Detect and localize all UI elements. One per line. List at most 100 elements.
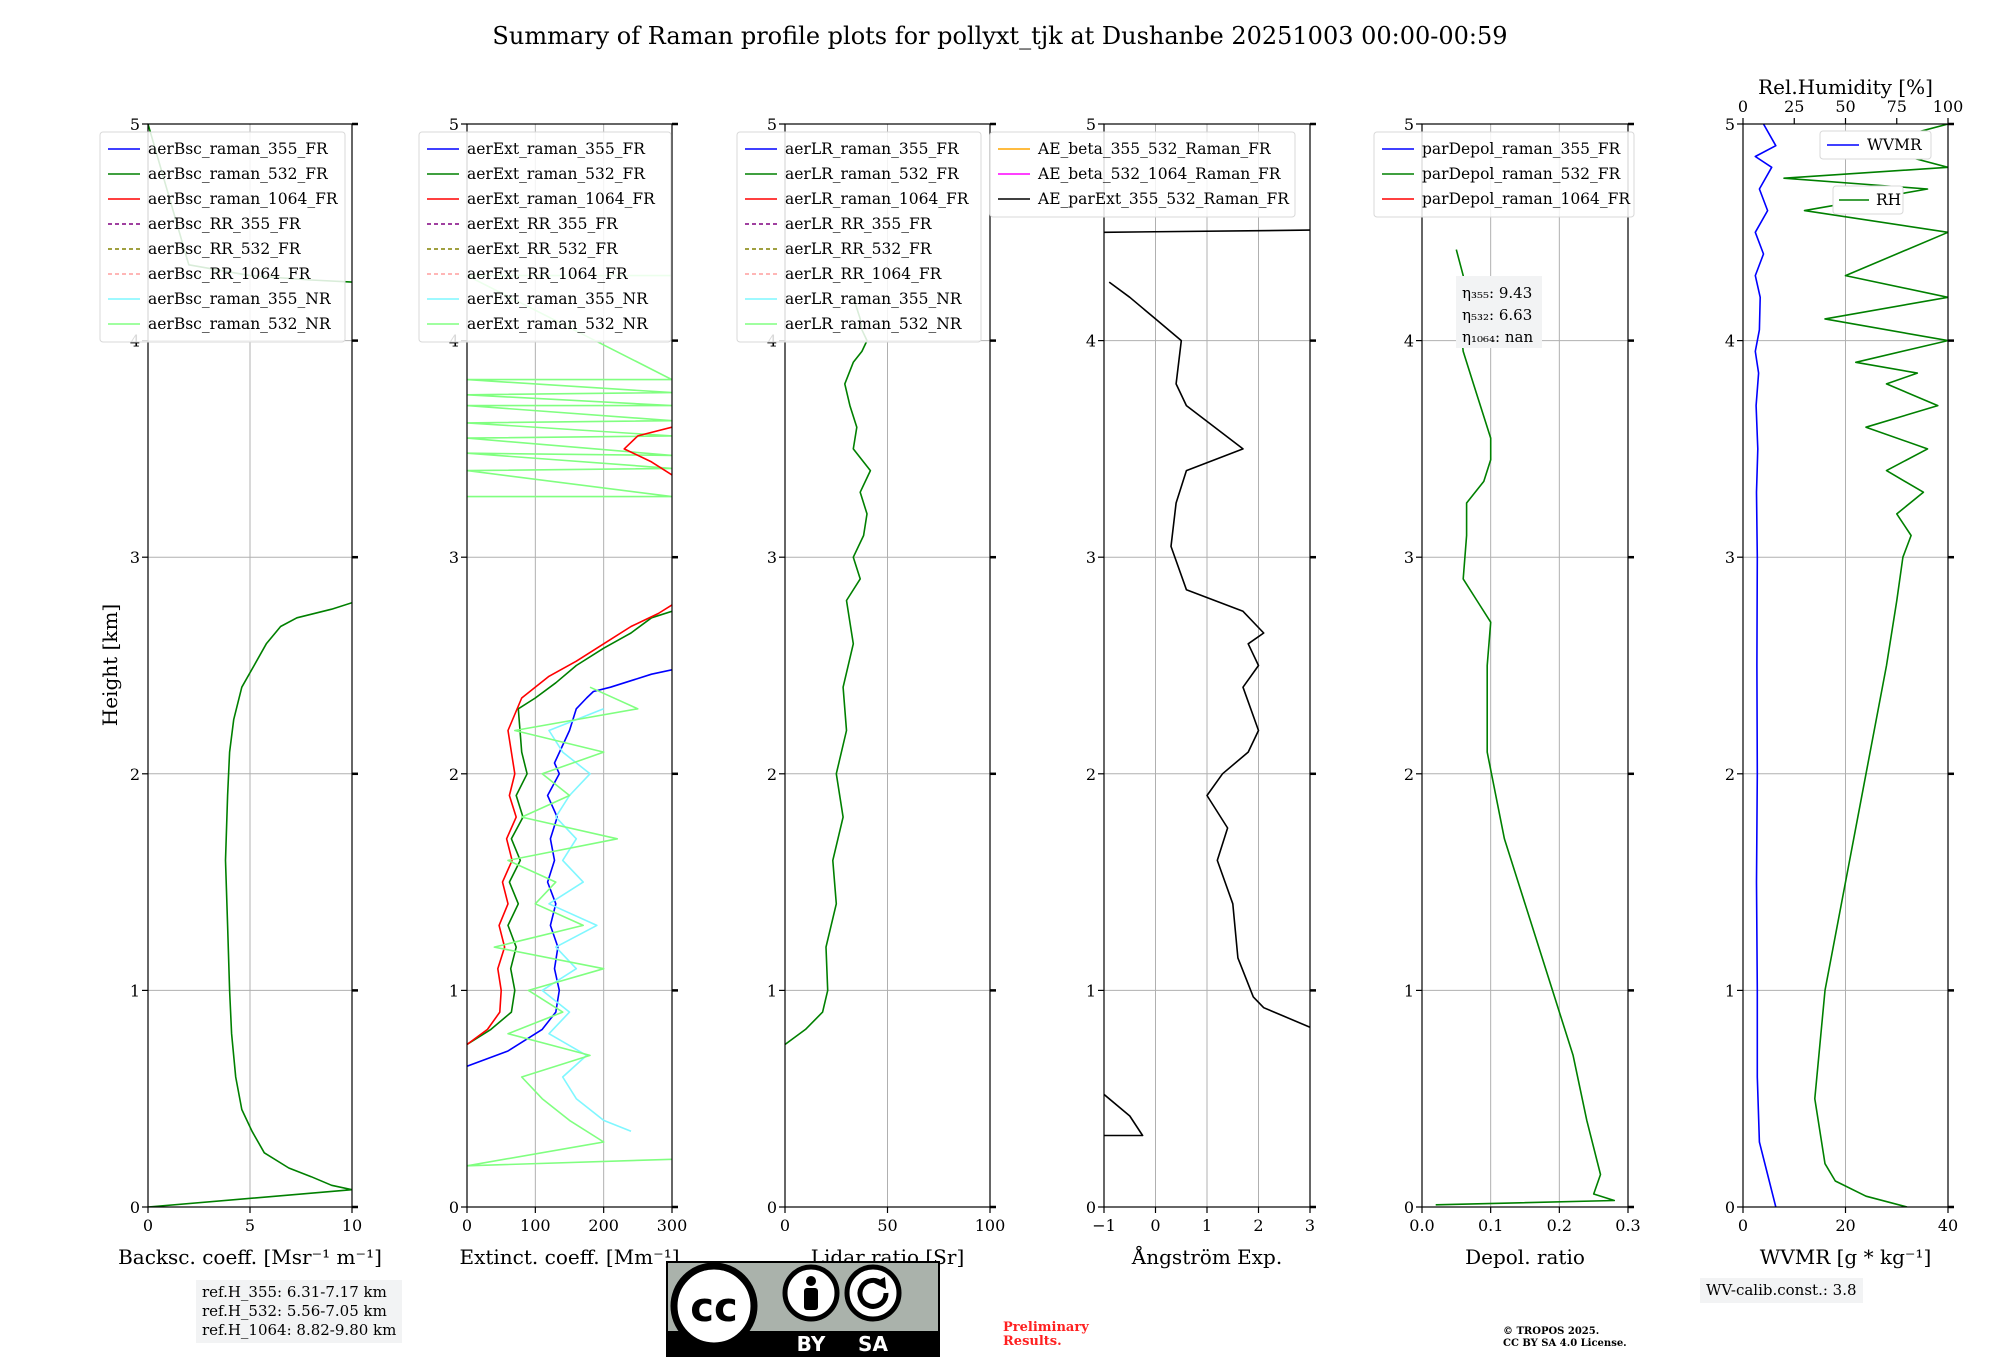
y-tick-label: 3	[1086, 548, 1096, 567]
x-tick-label: 1	[1202, 1216, 1212, 1235]
figure-title: Summary of Raman profile plots for polly…	[492, 22, 1508, 50]
x-tick-label: 2	[1253, 1216, 1263, 1235]
x-axis-label: Depol. ratio	[1465, 1245, 1585, 1269]
cc-by-label: BY	[797, 1332, 826, 1356]
x-axis-label: Backsc. coeff. [Msr⁻¹ m⁻¹]	[118, 1245, 382, 1269]
legend-rh: RH	[1832, 185, 1904, 215]
sa-arrow-head	[874, 1277, 886, 1289]
y-tick-label: 1	[767, 981, 777, 1000]
annotation-box	[1456, 276, 1542, 348]
legend-entry: RH	[1876, 191, 1901, 209]
y-tick-label: 1	[1086, 981, 1096, 1000]
x-axis-label: Ångström Exp.	[1131, 1244, 1282, 1269]
y-tick-label: 0	[449, 1198, 459, 1217]
y-tick-label: 5	[130, 115, 140, 134]
y-tick-label: 0	[767, 1198, 777, 1217]
top-x-tick-label: 25	[1784, 97, 1804, 116]
x-tick-label: 0.0	[1409, 1216, 1434, 1235]
axes-frame	[466, 123, 673, 1208]
y-tick-label: 4	[1404, 332, 1414, 351]
copyright-line-2: CC BY SA 4.0 License.	[1503, 1338, 1627, 1349]
legend-entry: parDepol_raman_355_FR	[1422, 140, 1622, 158]
legend-wvmr: WVMR	[1819, 130, 1932, 160]
legend-entry: aerLR_raman_355_FR	[785, 140, 960, 158]
legend-entry: aerBsc_RR_1064_FR	[148, 265, 312, 283]
x-axis-label: WVMR [g * kg⁻¹]	[1760, 1245, 1932, 1269]
top-axis-label: Rel.Humidity [%]	[1758, 75, 1933, 99]
x-tick-label: 0.1	[1478, 1216, 1503, 1235]
top-x-tick-label: 75	[1887, 97, 1907, 116]
legend-entry: aerLR_RR_532_FR	[785, 240, 933, 258]
y-tick-label: 1	[449, 981, 459, 1000]
legend-entry: aerLR_raman_355_NR	[785, 290, 963, 308]
legend-box	[736, 131, 982, 343]
legend-entry: aerBsc_raman_532_FR	[148, 165, 329, 183]
series-line-parDepol_raman_532_FR	[1435, 249, 1616, 1206]
panel-1: 0510012345Backsc. coeff. [Msr⁻¹ m⁻¹]aerB…	[99, 115, 382, 1269]
y-tick-label: 3	[130, 548, 140, 567]
x-tick-label: −1	[1092, 1216, 1116, 1235]
x-axis-label: Extinct. coeff. [Mm⁻¹]	[459, 1245, 679, 1269]
y-tick-label: 2	[1725, 765, 1735, 784]
preliminary-note: Preliminary Results.	[1003, 1321, 1089, 1349]
legend-entry: aerBsc_RR_355_FR	[148, 215, 302, 233]
copyright-line-1: © TROPOS 2025.	[1503, 1326, 1600, 1337]
legend-entry: aerExt_RR_1064_FR	[467, 265, 629, 283]
x-tick-label: 300	[657, 1216, 688, 1235]
wv-calibration-box: WV-calib.const.: 3.8	[1700, 1278, 1863, 1303]
y-tick-label: 0	[1725, 1198, 1735, 1217]
preliminary-line-1: Preliminary	[1003, 1320, 1089, 1335]
y-tick-label: 2	[767, 765, 777, 784]
series-line-AE_parExt_355_532_Raman_FR_top	[1104, 229, 1310, 234]
legend-entry: aerLR_RR_1064_FR	[785, 265, 943, 283]
legend-entry: aerBsc_raman_532_NR	[148, 315, 332, 333]
legend-entry: parDepol_raman_1064_FR	[1422, 190, 1631, 208]
legend-entry: aerExt_raman_532_FR	[467, 165, 646, 183]
legend-entry: aerLR_RR_355_FR	[785, 215, 933, 233]
legend-entry: aerExt_RR_355_FR	[467, 215, 619, 233]
x-tick-label: 0	[143, 1216, 153, 1235]
x-tick-label: 0	[1150, 1216, 1160, 1235]
series-line-aerBsc_raman_532_FR	[148, 601, 352, 1207]
x-tick-label: 10	[342, 1216, 362, 1235]
y-tick-label: 3	[1404, 548, 1414, 567]
x-tick-label: 50	[877, 1216, 897, 1235]
panel-2: 0100200300012345Extinct. coeff. [Mm⁻¹]ae…	[418, 115, 688, 1269]
y-tick-label: 3	[1725, 548, 1735, 567]
legend-entry: AE_parExt_355_532_Raman_FR	[1037, 190, 1290, 208]
copyright-note: © TROPOS 2025. CC BY SA 4.0 License.	[1503, 1326, 1627, 1350]
ref-height-532: ref.H_532: 5.56-7.05 km	[202, 1302, 387, 1320]
by-person-body	[804, 1288, 818, 1310]
x-tick-label: 100	[975, 1216, 1006, 1235]
legend-entry: aerLR_raman_1064_FR	[785, 190, 970, 208]
by-person-head	[806, 1276, 816, 1286]
axes-frame	[1103, 123, 1311, 1208]
y-tick-label: 4	[1086, 332, 1096, 351]
series-line-aerExt_raman_1064_FR_upper	[623, 426, 672, 476]
series-line-RH	[1783, 124, 1948, 1207]
y-tick-label: 5	[449, 115, 459, 134]
y-tick-label: 1	[1404, 981, 1414, 1000]
cc-icon	[670, 1262, 758, 1350]
legend-entry: WVMR	[1867, 136, 1923, 154]
legend-entry: aerExt_raman_1064_FR	[467, 190, 656, 208]
legend-entry: aerBsc_RR_532_FR	[148, 240, 302, 258]
y-tick-label: 5	[767, 115, 777, 134]
y-tick-label: 1	[130, 981, 140, 1000]
y-tick-label: 5	[1404, 115, 1414, 134]
series-line-aerExt_raman_1064_FR	[467, 604, 672, 1046]
legend-entry: aerExt_RR_532_FR	[467, 240, 619, 258]
x-tick-label: 20	[1835, 1216, 1855, 1235]
legend-entry: aerBsc_raman_355_FR	[148, 140, 329, 158]
cc-by-sa-badge: cc BY SA	[666, 1261, 940, 1357]
x-tick-label: 3	[1305, 1216, 1315, 1235]
preliminary-line-2: Results.	[1003, 1334, 1062, 1349]
y-tick-label: 0	[1086, 1198, 1096, 1217]
legend-entry: parDepol_raman_532_FR	[1422, 165, 1622, 183]
y-tick-label: 1	[1725, 981, 1735, 1000]
wv-calibration-constant: WV-calib.const.: 3.8	[1706, 1281, 1857, 1299]
y-tick-label: 5	[1725, 115, 1735, 134]
top-x-tick-label: 0	[1738, 97, 1748, 116]
series-line-aerExt_raman_532_NR_upper	[467, 274, 672, 498]
